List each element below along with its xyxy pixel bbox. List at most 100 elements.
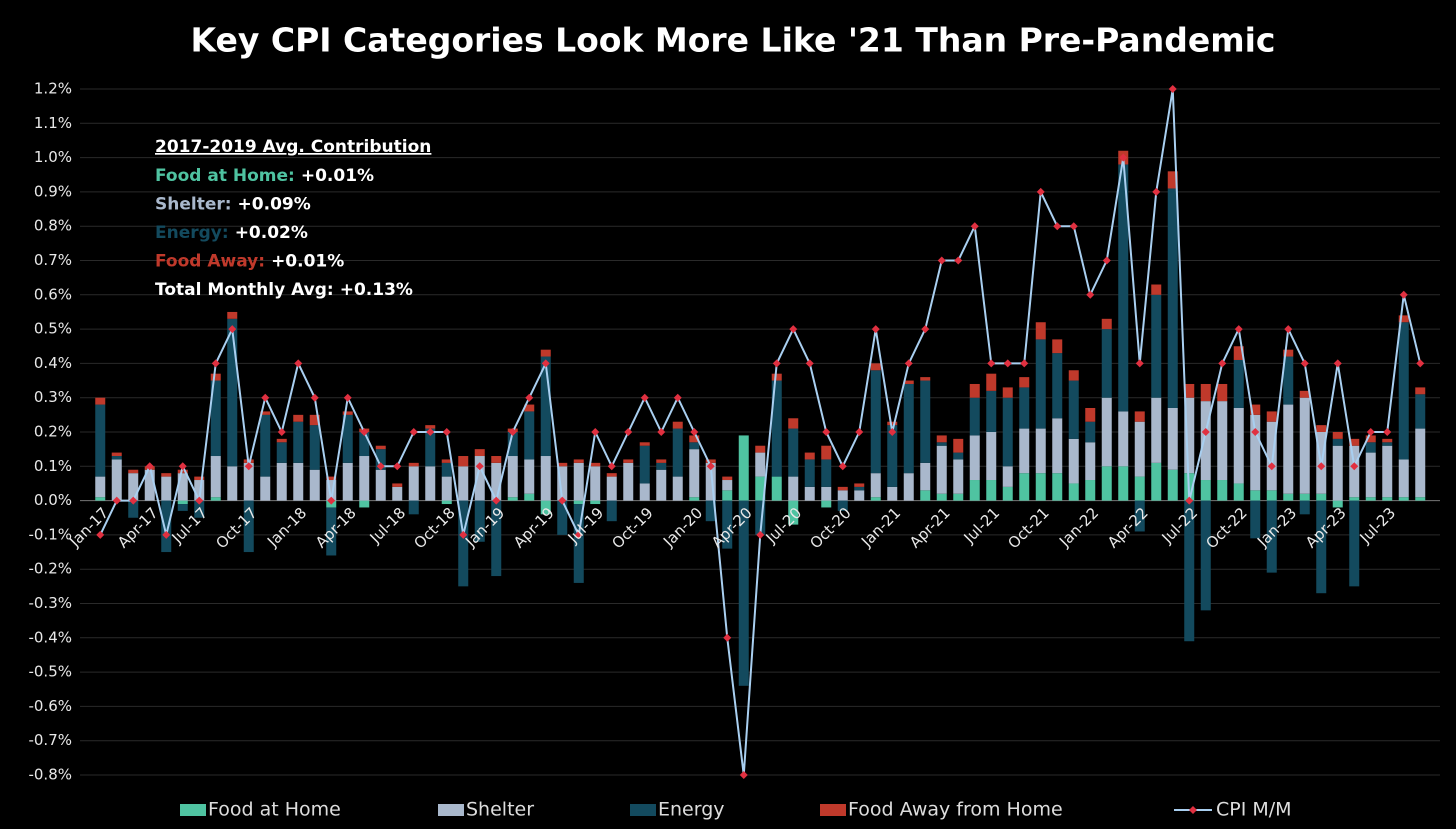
bar-segment [194, 500, 205, 518]
bar-segment [359, 456, 370, 501]
x-tick-label: Jul-23 [1356, 504, 1400, 548]
bar-segment [837, 500, 848, 511]
cpi-marker [1069, 222, 1078, 231]
bar-segment [1151, 294, 1162, 398]
bar-segment [1167, 171, 1178, 189]
y-tick-label: 0.0% [34, 491, 72, 509]
x-tick-label: Oct-20 [806, 504, 854, 552]
bar-segment [1332, 432, 1343, 439]
bar-segment [458, 466, 469, 501]
cpi-marker [1003, 359, 1012, 368]
bar-segment [392, 483, 403, 487]
cpi-marker [145, 462, 154, 471]
bar-segment [969, 383, 980, 398]
cpi-marker [855, 428, 864, 436]
y-tick-label: -0.4% [28, 628, 72, 646]
bar-segment [128, 473, 139, 501]
cpi-marker [244, 462, 253, 471]
bar-segment [1167, 188, 1178, 408]
bar-segment [1068, 438, 1079, 484]
cpi-marker [360, 428, 369, 436]
bar-segment [128, 500, 139, 518]
bar-segment [953, 493, 964, 501]
bar-segment [95, 404, 106, 477]
bar-segment [1233, 407, 1244, 484]
bar-segment [408, 462, 419, 467]
cpi-marker [508, 428, 517, 436]
bar-segment [342, 414, 353, 463]
bar-segment [1035, 339, 1046, 429]
cpi-marker [1201, 428, 1210, 436]
bar-segment [210, 497, 221, 501]
bar-segment [590, 500, 601, 505]
bar-segment [1349, 438, 1360, 446]
bar-segment [771, 380, 782, 477]
bar-segment [1184, 397, 1195, 474]
bar-segment [1365, 497, 1376, 501]
bar-segment [425, 425, 436, 429]
bar-segment [804, 452, 815, 460]
cpi-marker [954, 256, 963, 265]
bar-segment [1233, 346, 1244, 360]
cpi-marker [1366, 428, 1375, 436]
bar-segment [1349, 500, 1360, 587]
y-tick-label: 0.9% [34, 182, 72, 200]
bar-segment [507, 432, 518, 457]
cpi-marker [261, 393, 270, 402]
bar-segment [177, 473, 188, 501]
cpi-marker [756, 530, 765, 539]
bar-segment [1365, 442, 1376, 453]
cpi-marker [1284, 325, 1293, 334]
bar-segment [1118, 466, 1129, 501]
bar-segment [1052, 339, 1063, 354]
cpi-marker [327, 496, 336, 505]
cpi-marker [739, 771, 748, 779]
bar-segment [953, 438, 964, 453]
bar-segment [936, 445, 947, 494]
bar-segment [1250, 490, 1261, 501]
cpi-marker [112, 496, 121, 505]
cpi-marker [1317, 462, 1326, 471]
bar-segment [524, 493, 535, 501]
y-tick-label: 1.2% [34, 80, 72, 98]
bar-segment [540, 349, 551, 357]
cpi-marker [1350, 462, 1359, 471]
bar-segment [1398, 315, 1409, 323]
cpi-marker [1234, 325, 1243, 334]
bar-segment [1266, 490, 1277, 501]
bar-segment [969, 397, 980, 436]
bar-segment [95, 476, 106, 498]
bar-segment [1151, 284, 1162, 295]
bar-segment [1382, 438, 1393, 443]
cpi-marker [1416, 359, 1425, 368]
cpi-marker [228, 325, 237, 334]
x-tick-label: Jan-20 [659, 504, 706, 551]
bar-segment [408, 500, 419, 515]
bar-segment [1365, 452, 1376, 498]
cpi-marker [525, 393, 534, 402]
bar-segment [1085, 421, 1096, 443]
bar-segment [672, 428, 683, 477]
bar-segment [260, 476, 271, 501]
annotation-line: Food at Home: +0.01% [155, 166, 374, 186]
bar-segment [755, 452, 766, 477]
bar-segment [903, 380, 914, 384]
bar-segment [953, 459, 964, 494]
bar-segment [656, 462, 667, 470]
cpi-marker [1168, 85, 1177, 93]
bar-segment [1101, 329, 1112, 398]
bar-segment [1134, 476, 1145, 501]
cpi-marker [1020, 359, 1029, 368]
bar-segment [260, 414, 271, 477]
bar-segment [1349, 445, 1360, 498]
bar-segment [392, 486, 403, 501]
bar-segment [870, 473, 881, 498]
cpi-marker [1086, 290, 1095, 299]
bar-segment [227, 318, 238, 467]
bar-segment [1085, 442, 1096, 481]
bar-segment [1101, 397, 1112, 467]
bar-segment [870, 497, 881, 501]
bar-segment [342, 411, 353, 415]
bar-segment [1184, 500, 1195, 642]
